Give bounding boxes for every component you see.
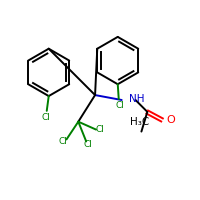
Text: NH: NH [129,94,144,104]
Text: Cl: Cl [41,113,50,122]
Text: Cl: Cl [84,140,93,149]
Text: Cl: Cl [96,125,104,134]
Text: Cl: Cl [58,137,67,146]
Text: O: O [166,115,175,125]
Text: H₃C: H₃C [130,117,149,127]
Text: Cl: Cl [115,101,124,110]
